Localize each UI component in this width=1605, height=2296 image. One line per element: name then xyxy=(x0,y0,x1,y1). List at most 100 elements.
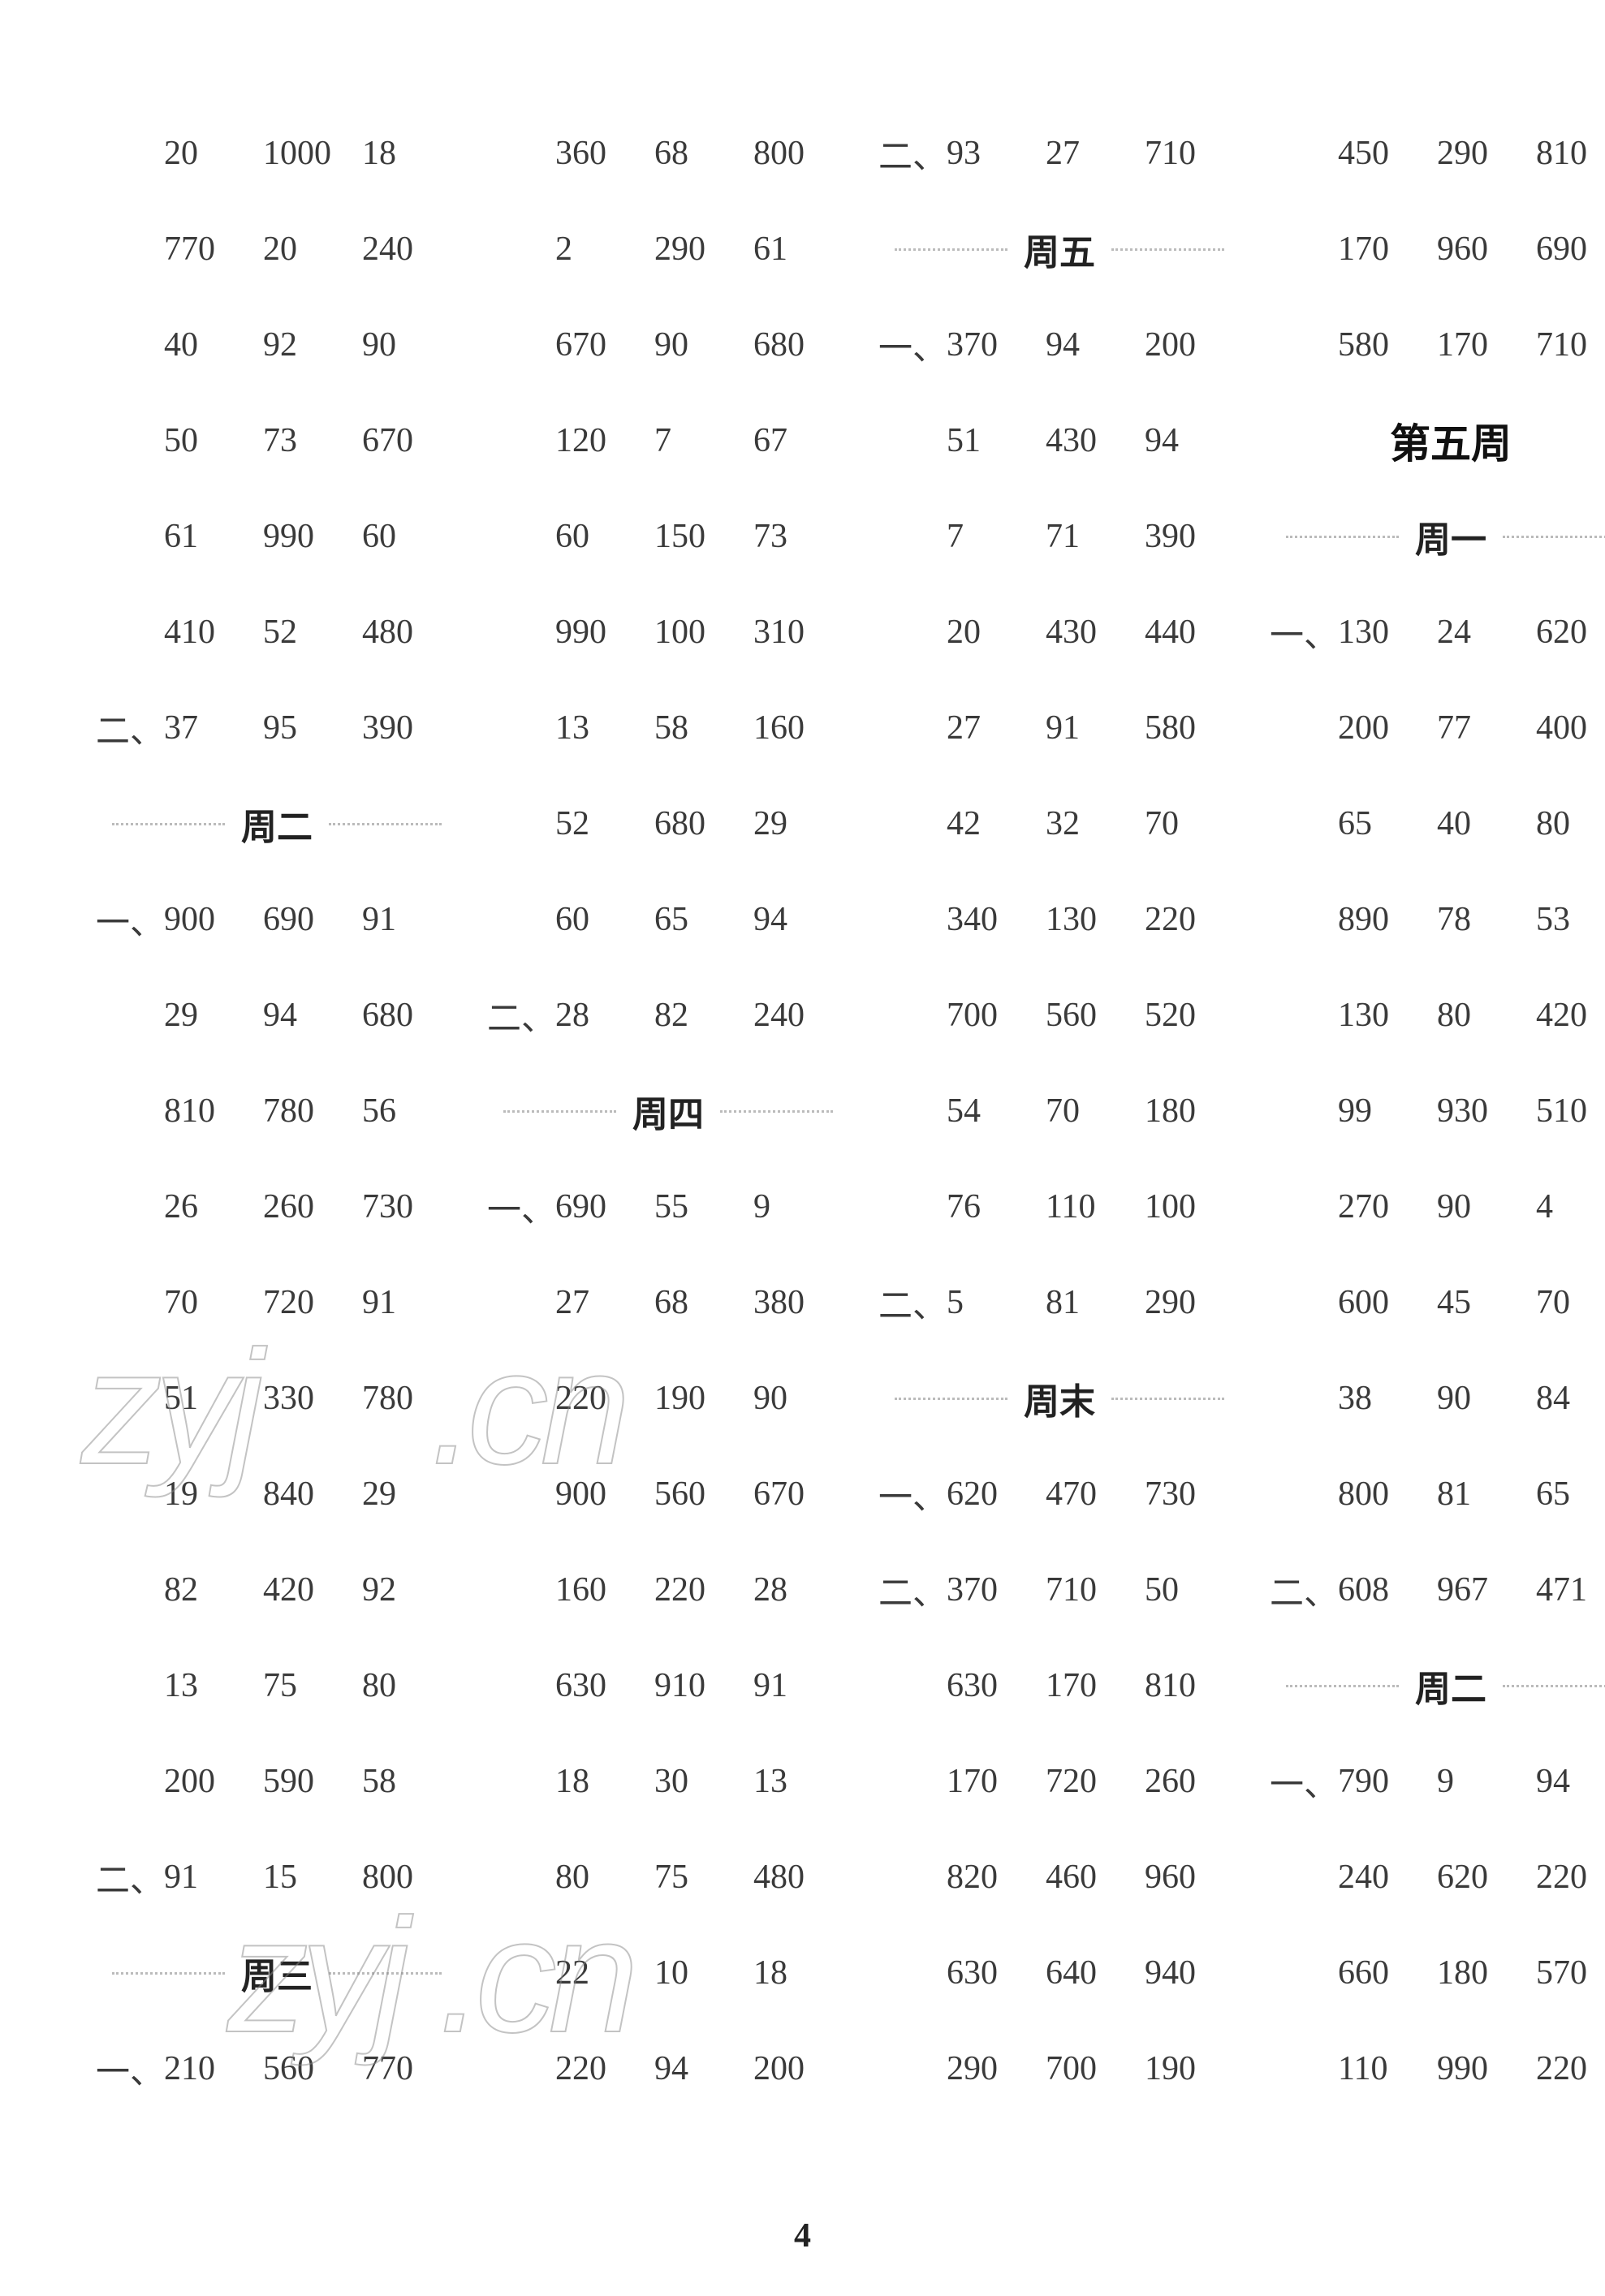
dots-right xyxy=(1111,248,1224,251)
data-cell: 100 xyxy=(1141,1187,1240,1226)
data-row: 一、210560770 xyxy=(96,2021,458,2117)
day-label: 周二 xyxy=(241,798,313,850)
data-cell: 260 xyxy=(260,1187,359,1226)
data-row: 二、9115800 xyxy=(96,1829,458,1925)
data-cell: 94 xyxy=(1141,421,1240,460)
data-cell: 290 xyxy=(1141,1283,1240,1322)
data-row: 2791580 xyxy=(878,680,1240,776)
data-cell: 77 xyxy=(1434,709,1533,747)
row-prefix: 一、 xyxy=(1270,608,1335,657)
data-cell: 91 xyxy=(359,1283,458,1322)
row-prefix: 一、 xyxy=(96,895,161,945)
data-row: 81078056 xyxy=(96,1063,458,1159)
data-cell: 18 xyxy=(750,1954,849,1992)
data-cell: 630 xyxy=(943,1666,1042,1705)
data-cell: 930 xyxy=(1434,1092,1533,1131)
data-cell: 990 xyxy=(260,517,359,556)
data-cell: 70 xyxy=(1533,1283,1605,1322)
data-row: 76110100 xyxy=(878,1159,1240,1255)
day-header: 周五 xyxy=(878,201,1240,297)
row-prefix: 一、 xyxy=(96,2044,161,2094)
day-header: 周一 xyxy=(1270,489,1605,584)
data-cell: 130 xyxy=(1042,900,1141,939)
data-row: 20100018 xyxy=(96,106,458,201)
data-row: 1984029 xyxy=(96,1446,458,1542)
data-cell: 28 xyxy=(552,996,651,1035)
data-cell: 560 xyxy=(260,2049,359,2088)
data-cell: 450 xyxy=(1335,134,1434,173)
data-cell: 84 xyxy=(1533,1379,1605,1418)
data-cell: 73 xyxy=(260,421,359,460)
data-cell: 160 xyxy=(750,709,849,747)
data-cell: 29 xyxy=(359,1475,458,1514)
data-cell: 80 xyxy=(552,1858,651,1897)
data-cell: 68 xyxy=(651,134,750,173)
data-row: 5073670 xyxy=(96,393,458,489)
data-cell: 710 xyxy=(1042,1570,1141,1609)
data-cell: 470 xyxy=(1042,1475,1141,1514)
data-cell: 110 xyxy=(1042,1187,1141,1226)
data-cell: 810 xyxy=(161,1092,260,1131)
data-cell: 30 xyxy=(651,1762,750,1801)
data-cell: 700 xyxy=(943,996,1042,1035)
data-cell: 360 xyxy=(552,134,651,173)
data-cell: 400 xyxy=(1533,709,1605,747)
data-cell: 310 xyxy=(750,613,849,652)
data-cell: 24 xyxy=(1434,613,1533,652)
data-row: 20059058 xyxy=(96,1734,458,1829)
data-cell: 170 xyxy=(1434,325,1533,364)
data-cell: 780 xyxy=(359,1379,458,1418)
data-cell: 730 xyxy=(359,1187,458,1226)
data-cell: 640 xyxy=(1042,1954,1141,1992)
data-cell: 810 xyxy=(1533,134,1605,173)
data-cell: 82 xyxy=(651,996,750,1035)
data-cell: 78 xyxy=(1434,900,1533,939)
data-row: 6004570 xyxy=(1270,1255,1605,1350)
data-cell: 967 xyxy=(1434,1570,1533,1609)
data-cell: 720 xyxy=(1042,1762,1141,1801)
data-cell: 54 xyxy=(943,1092,1042,1131)
data-cell: 790 xyxy=(1335,1762,1434,1801)
data-cell: 10 xyxy=(651,1954,750,1992)
data-row: 5143094 xyxy=(878,393,1240,489)
data-cell: 200 xyxy=(1141,325,1240,364)
day-label: 周一 xyxy=(1415,510,1486,562)
data-cell: 22 xyxy=(552,1954,651,1992)
column-2: 3606880022906167090680120767601507399010… xyxy=(472,106,864,2134)
data-cell: 150 xyxy=(651,517,750,556)
data-cell: 820 xyxy=(943,1858,1042,1897)
data-cell: 690 xyxy=(1533,230,1605,269)
data-row: 77020240 xyxy=(96,201,458,297)
data-cell: 95 xyxy=(260,709,359,747)
data-row: 700560520 xyxy=(878,967,1240,1063)
data-cell: 4 xyxy=(1533,1187,1605,1226)
day-header: 周二 xyxy=(1270,1638,1605,1734)
data-cell: 800 xyxy=(359,1858,458,1897)
data-cell: 32 xyxy=(1042,804,1141,843)
data-cell: 80 xyxy=(1434,996,1533,1035)
data-cell: 90 xyxy=(750,1379,849,1418)
data-row: 41052480 xyxy=(96,584,458,680)
data-cell: 27 xyxy=(943,709,1042,747)
data-row: 990100310 xyxy=(487,584,849,680)
page-number: 4 xyxy=(0,2216,1605,2255)
data-cell: 91 xyxy=(750,1666,849,1705)
data-cell: 710 xyxy=(1533,325,1605,364)
data-row: 5470180 xyxy=(878,1063,1240,1159)
data-row: 一、790994 xyxy=(1270,1734,1605,1829)
data-cell: 61 xyxy=(161,517,260,556)
data-cell: 110 xyxy=(1335,2049,1434,2088)
data-cell: 800 xyxy=(1335,1475,1434,1514)
dots-right xyxy=(329,1972,442,1975)
day-header: 周四 xyxy=(487,1063,849,1159)
data-cell: 270 xyxy=(1335,1187,1434,1226)
data-cell: 52 xyxy=(260,613,359,652)
dots-left xyxy=(503,1110,616,1113)
dots-left xyxy=(112,823,225,825)
data-cell: 670 xyxy=(359,421,458,460)
data-row: 630640940 xyxy=(878,1925,1240,2021)
data-cell: 220 xyxy=(651,1570,750,1609)
dots-left xyxy=(895,248,1007,251)
data-cell: 7 xyxy=(651,421,750,460)
data-cell: 960 xyxy=(1141,1858,1240,1897)
